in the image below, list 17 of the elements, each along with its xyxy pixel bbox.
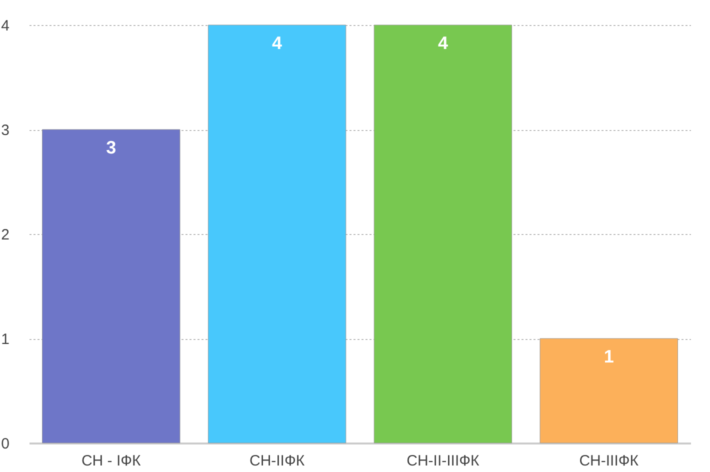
bar bbox=[42, 129, 180, 444]
x-tick-label: СН - IФК bbox=[81, 452, 142, 470]
data-label: 4 bbox=[438, 33, 448, 53]
bar bbox=[374, 24, 512, 444]
x-tick-label: СН-IIФК bbox=[249, 452, 305, 470]
y-tick-label: 3 bbox=[1, 122, 10, 139]
data-label: 3 bbox=[106, 138, 116, 158]
x-tick-label: СН-IIIФК bbox=[579, 452, 639, 470]
bar bbox=[208, 24, 346, 444]
x-tick-label: СН-II-IIIФК bbox=[406, 452, 480, 470]
y-tick-label: 4 bbox=[1, 18, 10, 34]
data-label: 1 bbox=[604, 346, 614, 366]
y-tick-label: 1 bbox=[1, 331, 10, 348]
y-tick-label: 2 bbox=[1, 226, 10, 244]
bar bbox=[540, 338, 678, 444]
data-label: 4 bbox=[272, 33, 282, 53]
y-tick-label: 0 bbox=[1, 436, 10, 452]
